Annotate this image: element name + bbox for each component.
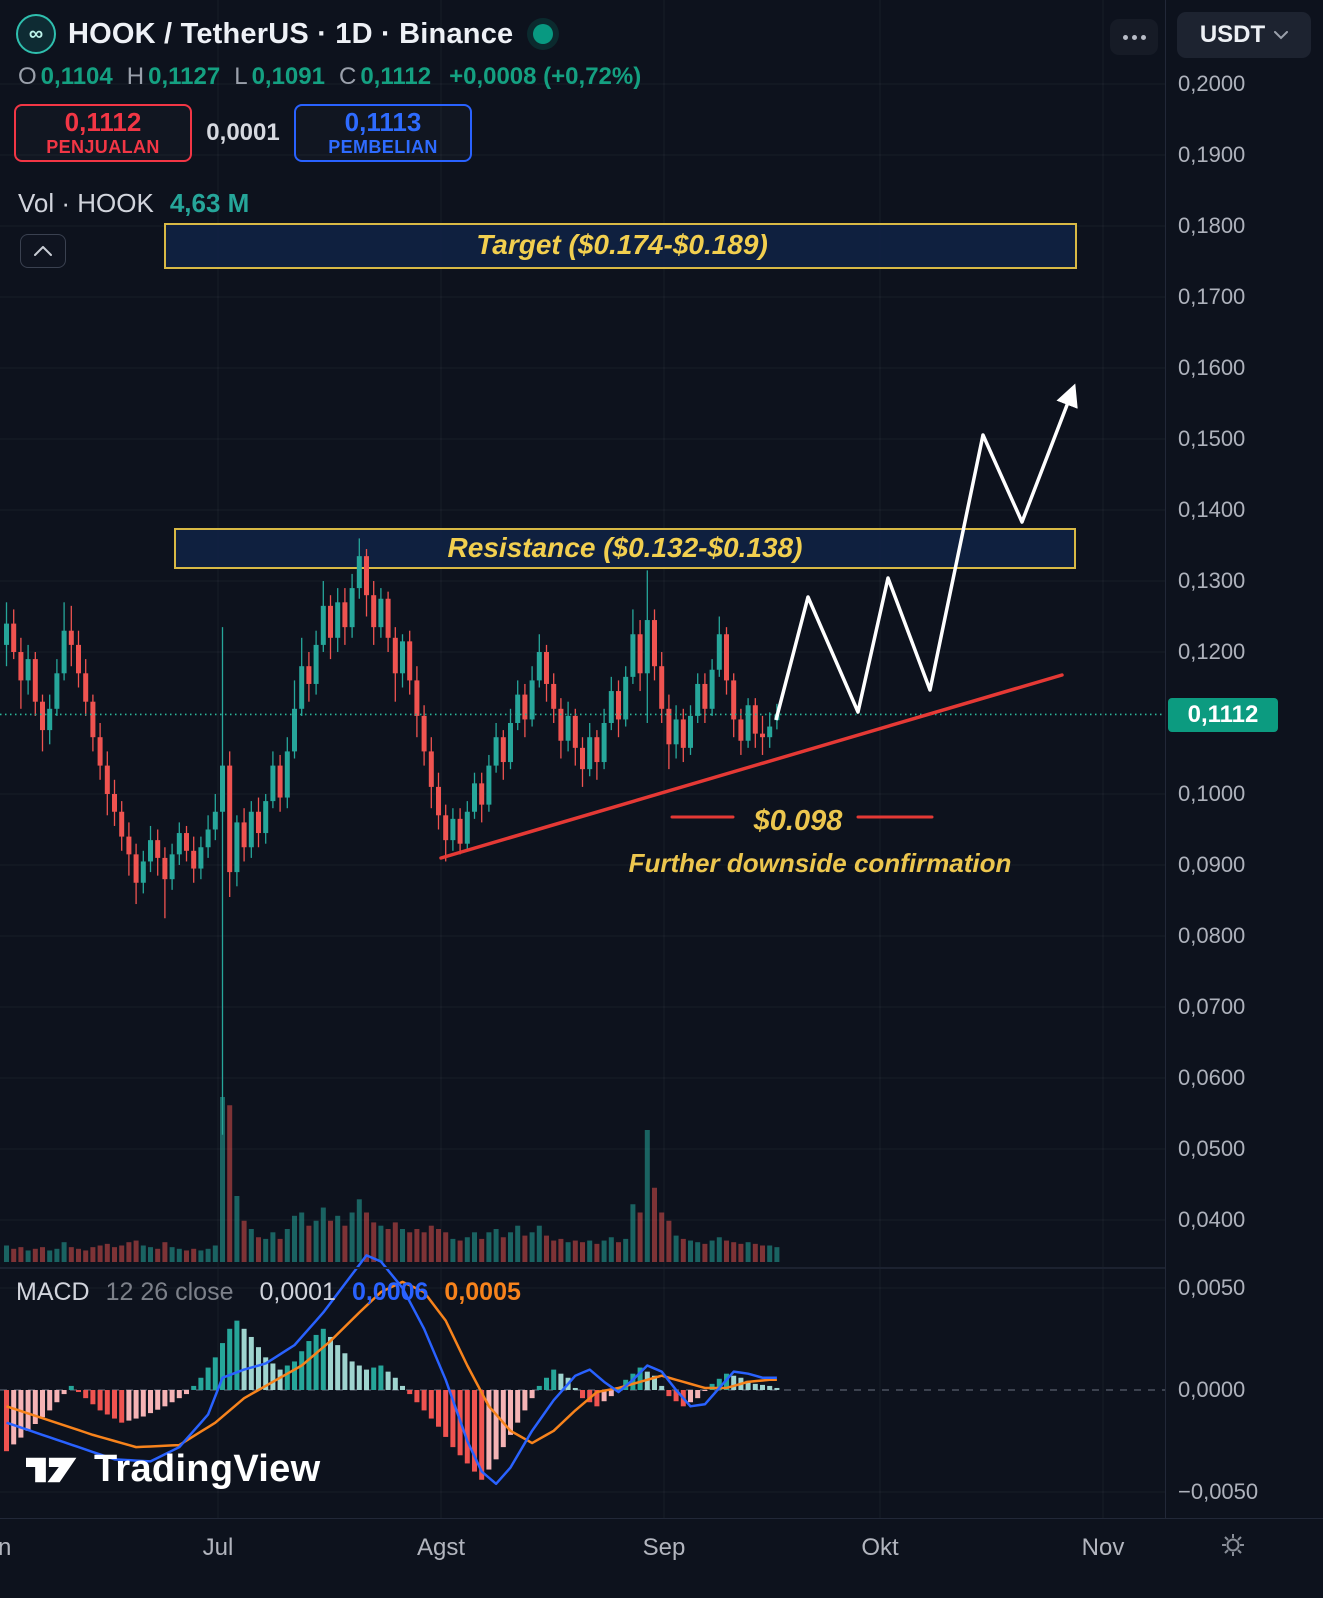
macd-params: 12 26 close (105, 1278, 234, 1306)
price-tick-label: 0,0700 (1178, 994, 1246, 1019)
macd-hist-value: 0,0001 (259, 1278, 336, 1306)
low-label: L (234, 63, 248, 90)
sell-label: PENJUALAN (46, 136, 160, 157)
price-tick-label: 0,1600 (1178, 355, 1246, 380)
close-value: 0,1112 (360, 63, 432, 90)
downside-note-label[interactable]: Further downside confirmation (628, 848, 1012, 878)
time-tick-label: Okt (861, 1534, 899, 1561)
price-tick-label: 0,1900 (1178, 142, 1246, 167)
more-options-button[interactable] (1110, 19, 1158, 55)
open-value: 0,1104 (40, 63, 113, 90)
support-price-label[interactable]: $0.098 (753, 805, 843, 837)
price-axis[interactable]: USDT 0,1112 0,2000 0,1900 0,1800 0,1700 0,16… (1165, 0, 1323, 1519)
price-tick-label: 0,0400 (1178, 1207, 1246, 1232)
ohlc-legend: O 0,1104 H 0,1127 L 0,1091 C 0,1112 +0,0… (18, 63, 641, 91)
price-tick-label: 0,1000 (1178, 781, 1246, 806)
spread-value: 0,0001 (206, 119, 280, 146)
macd-line-value: 0,0006 (351, 1278, 429, 1306)
current-price-tag: 0,1112 (1168, 698, 1278, 732)
watermark-text: TradingView (94, 1448, 321, 1490)
change-value: +0,0008 (+0,72%) (449, 63, 642, 90)
price-tick-label: 0,0600 (1178, 1065, 1246, 1090)
low-value: 0,1091 (251, 63, 325, 90)
market-status-icon[interactable] (533, 24, 554, 44)
price-tick-label: 0,1500 (1178, 426, 1246, 451)
time-tick-label: Sep (642, 1534, 686, 1561)
currency-toggle-button[interactable]: USDT (1177, 12, 1311, 58)
sell-price: 0,1112 (64, 107, 142, 138)
buy-price: 0,1113 (344, 107, 422, 138)
buy-label: PEMBELIAN (328, 136, 438, 157)
price-tick-label: 0,0900 (1178, 852, 1246, 877)
hook-logo-icon: ∞ (16, 14, 56, 54)
macd-legend: MACD 12 26 close 0,0001 0,0006 0,0005 (16, 1278, 521, 1307)
volume-label: Vol · HOOK (18, 188, 154, 218)
price-tick-label: 0,1300 (1178, 568, 1246, 593)
tradingview-watermark[interactable]: TradingView (26, 1448, 320, 1491)
high-value: 0,1127 (148, 63, 221, 90)
macd-signal-value: 0,0005 (444, 1278, 521, 1306)
price-tick-label: 0,0500 (1178, 1136, 1246, 1161)
time-tick-label: Jul (202, 1534, 234, 1561)
price-tick-label: 0,0800 (1178, 923, 1246, 948)
currency-label: USDT (1199, 21, 1266, 48)
resistance-zone-label[interactable]: Resistance ($0.132-$0.138) (447, 532, 803, 563)
price-tick-label: 0,1800 (1178, 213, 1246, 238)
chart-settings-gear-icon[interactable] (1218, 1530, 1248, 1560)
time-axis[interactable]: Jun Jul Agst Sep Okt Nov (0, 1518, 1323, 1598)
symbol-title[interactable]: HOOK / TetherUS · 1D · Binance (68, 17, 514, 50)
price-tick-label: 0,1400 (1178, 497, 1246, 522)
high-label: H (126, 63, 145, 90)
order-panel: 0,1112 PENJUALAN 0,0001 0,1113 PEMBELIAN (14, 104, 472, 162)
target-zone-label[interactable]: Target ($0.174-$0.189) (476, 229, 768, 260)
time-tick-label: Jun (0, 1534, 11, 1562)
symbol-header: ∞ HOOK / TetherUS · 1D · Binance (16, 14, 554, 54)
chevron-up-icon (34, 246, 52, 256)
buy-button[interactable]: 0,1113 PEMBELIAN (294, 104, 472, 162)
price-tick-label: 0,0000 (1178, 1377, 1246, 1402)
pane-separator[interactable] (0, 1267, 1166, 1269)
price-tick-label: 0,1700 (1178, 284, 1246, 309)
tradingview-logo-icon (26, 1457, 77, 1482)
chevron-down-icon (1274, 30, 1289, 39)
price-tick-label: 0,2000 (1178, 71, 1246, 96)
volume-value: 4,63 M (169, 188, 250, 218)
open-label: O (18, 63, 37, 90)
time-tick-label: Agst (416, 1534, 466, 1561)
price-tick-label: 0,0050 (1178, 1275, 1246, 1300)
close-label: C (338, 63, 357, 90)
collapse-legend-button[interactable] (20, 234, 66, 268)
price-tick-label: −0,0050 (1178, 1479, 1259, 1504)
volume-legend: Vol · HOOK 4,63 M (18, 188, 249, 219)
sell-button[interactable]: 0,1112 PENJUALAN (14, 104, 192, 162)
time-tick-label: Nov (1081, 1534, 1125, 1561)
price-tick-label: 0,1200 (1178, 639, 1246, 664)
macd-name: MACD (16, 1278, 90, 1306)
